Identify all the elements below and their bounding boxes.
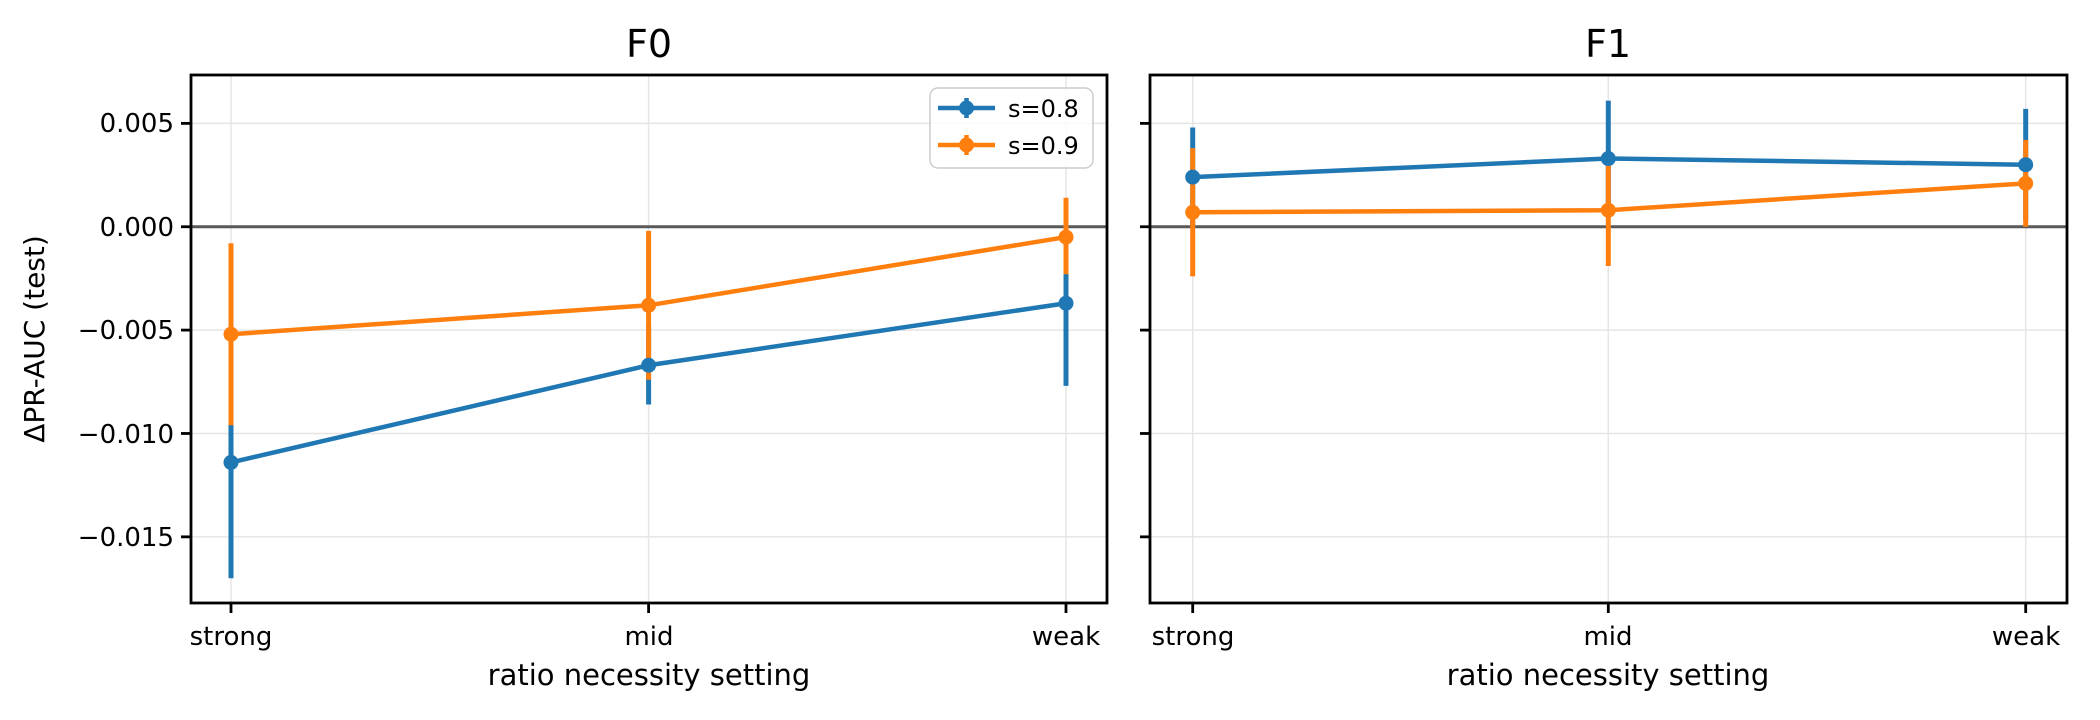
legend-label: s=0.8 — [1008, 95, 1079, 123]
data-point-marker — [1600, 202, 1616, 218]
data-point-marker — [223, 326, 239, 342]
y-tick-label: −0.005 — [78, 316, 174, 346]
x-tick-label: mid — [624, 622, 673, 652]
subplot-title-f0: F0 — [626, 22, 672, 66]
legend — [929, 87, 1094, 169]
data-point-marker — [641, 297, 657, 313]
x-tick-label: mid — [1583, 622, 1632, 652]
legend-label: s=0.9 — [1008, 132, 1079, 160]
data-point-marker — [641, 357, 657, 373]
data-point-marker — [1058, 295, 1074, 311]
x-tick-label: weak — [1032, 622, 1100, 652]
x-tick-label: strong — [190, 622, 273, 652]
data-point-marker — [223, 454, 239, 470]
subplot-title-f1: F1 — [1585, 22, 1631, 66]
legend-sample-marker — [959, 100, 974, 116]
y-tick-label: −0.015 — [78, 523, 174, 553]
data-point-marker — [2018, 175, 2034, 191]
legend-sample-marker — [959, 137, 974, 153]
subplot-f1 — [1140, 73, 2069, 613]
x-tick-label: strong — [1152, 622, 1235, 652]
y-tick-label: 0.000 — [100, 213, 174, 243]
x-axis-label: ratio necessity setting — [1447, 658, 1770, 692]
data-point-marker — [1600, 151, 1616, 167]
plot-shapes-layer — [181, 73, 2069, 613]
subplot-f0 — [181, 73, 1109, 613]
data-point-marker — [1058, 229, 1074, 245]
y-tick-label: 0.005 — [100, 109, 174, 139]
data-point-marker — [1185, 169, 1201, 185]
data-point-marker — [1185, 204, 1201, 220]
x-axis-label: ratio necessity setting — [488, 658, 811, 692]
y-tick-label: −0.010 — [78, 420, 174, 450]
y-axis-label: ΔPR-AUC (test) — [18, 235, 51, 443]
x-tick-label: weak — [1992, 622, 2060, 652]
data-point-marker — [2018, 157, 2034, 173]
